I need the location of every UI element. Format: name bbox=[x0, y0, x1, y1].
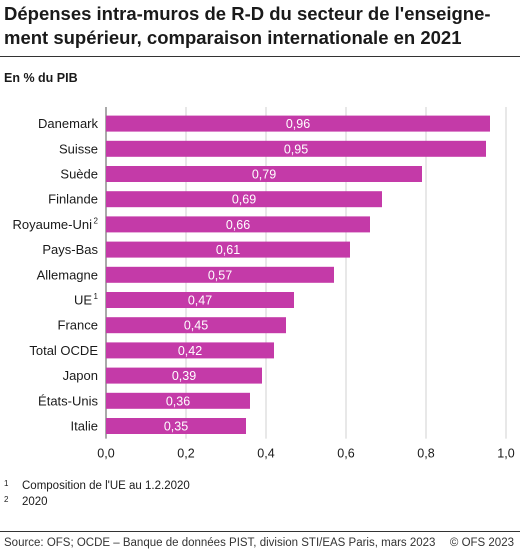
category-note-mark: 2 bbox=[94, 216, 99, 225]
footnote-text: Composition de l'UE au 1.2.2020 bbox=[22, 480, 190, 492]
bar bbox=[106, 140, 486, 157]
footer-divider bbox=[0, 531, 520, 532]
x-tick-label: 0,6 bbox=[337, 447, 354, 461]
category-label: Suède bbox=[60, 167, 98, 182]
bar-chart: 0,96 Danemark 0,95 Suisse 0,79 Suède 0,69 Finla… bbox=[13, 107, 515, 461]
category-label: Japon bbox=[63, 368, 98, 383]
bar-value-label: 0,36 bbox=[166, 394, 190, 408]
category-label: Finlande bbox=[48, 192, 98, 207]
unit-label: En % du PIB bbox=[4, 71, 78, 85]
category-label: UE bbox=[74, 293, 92, 308]
bar-value-label: 0,42 bbox=[178, 344, 202, 358]
title-divider bbox=[0, 56, 520, 57]
footnote-mark: 2 bbox=[4, 495, 9, 504]
copyright: © OFS 2023 bbox=[449, 537, 514, 549]
bar-value-label: 0,69 bbox=[232, 193, 256, 207]
category-label: France bbox=[58, 318, 98, 333]
category-label: Danemark bbox=[38, 116, 98, 131]
footnote-2: 2 2020 bbox=[4, 494, 190, 510]
x-tick-label: 0,4 bbox=[257, 447, 274, 461]
bar bbox=[106, 392, 250, 409]
category-label: Pays-Bas bbox=[42, 242, 98, 257]
bar bbox=[106, 317, 286, 334]
bar bbox=[106, 115, 490, 132]
bar bbox=[106, 216, 370, 233]
x-tick-label: 0,2 bbox=[177, 447, 194, 461]
footnotes: 1 Composition de l'UE au 1.2.2020 2 2020 bbox=[4, 478, 190, 510]
bar-value-label: 0,47 bbox=[188, 294, 212, 308]
category-label: Italie bbox=[71, 419, 98, 434]
bar bbox=[106, 241, 350, 258]
bar-value-label: 0,95 bbox=[284, 142, 308, 156]
category-label: États-Unis bbox=[38, 393, 98, 408]
chart-title: Dépenses intra-muros de R-D du secteur d… bbox=[4, 3, 491, 48]
bar bbox=[106, 191, 382, 208]
bar bbox=[106, 266, 334, 283]
footnote-1: 1 Composition de l'UE au 1.2.2020 bbox=[4, 478, 190, 494]
bar-value-label: 0,39 bbox=[172, 369, 196, 383]
bar-value-label: 0,61 bbox=[216, 243, 240, 257]
category-label: Allemagne bbox=[37, 267, 98, 282]
source-note: Source: OFS; OCDE – Banque de données PI… bbox=[4, 537, 436, 549]
x-tick-label: 0,0 bbox=[97, 447, 114, 461]
bar bbox=[106, 292, 294, 308]
category-label: Suisse bbox=[59, 141, 98, 156]
x-tick-label: 0,8 bbox=[417, 447, 434, 461]
bar-value-label: 0,96 bbox=[286, 117, 310, 131]
bar-value-label: 0,79 bbox=[252, 168, 276, 182]
bar bbox=[106, 342, 274, 359]
bar bbox=[106, 367, 262, 384]
bar bbox=[106, 418, 246, 434]
bar-value-label: 0,45 bbox=[184, 319, 208, 333]
footnote-mark: 1 bbox=[4, 479, 9, 488]
category-note-mark: 1 bbox=[94, 292, 99, 301]
x-tick-label: 1,0 bbox=[497, 447, 514, 461]
bar-value-label: 0,57 bbox=[208, 268, 232, 282]
footnote-text: 2020 bbox=[22, 496, 48, 508]
bar-value-label: 0,66 bbox=[226, 218, 250, 232]
category-label: Royaume-Uni bbox=[13, 217, 93, 232]
bar-value-label: 0,35 bbox=[164, 420, 188, 434]
bar bbox=[106, 166, 422, 182]
category-label: Total OCDE bbox=[29, 343, 98, 358]
